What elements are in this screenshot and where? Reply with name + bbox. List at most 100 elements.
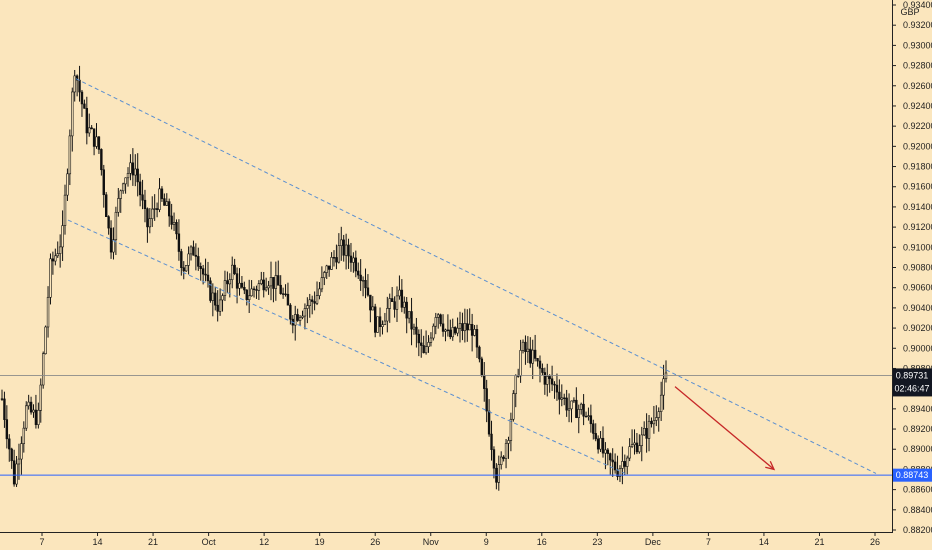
candle-up	[117, 198, 120, 213]
candle-down	[5, 419, 9, 440]
candle-up	[124, 177, 127, 185]
candle-up	[189, 246, 193, 255]
candle-down	[155, 208, 159, 210]
candle-down	[606, 449, 610, 454]
arrow-head	[765, 460, 776, 471]
candle-up	[437, 314, 440, 318]
candle-down	[277, 275, 280, 286]
candle-up	[526, 348, 530, 353]
descending-channel	[67, 78, 877, 474]
candle-up	[618, 468, 622, 477]
candle-up	[17, 458, 21, 465]
candle-down	[364, 280, 367, 289]
candle-down	[422, 345, 425, 354]
candle-up	[121, 183, 125, 192]
candle-up	[119, 190, 122, 199]
candle-up	[381, 324, 384, 328]
candle-down	[543, 372, 547, 385]
candle-up	[238, 282, 241, 289]
candle-up	[427, 342, 430, 347]
candle-down	[645, 428, 648, 439]
candle-down	[51, 258, 55, 262]
candle-down	[453, 327, 457, 334]
candle-down	[100, 149, 103, 171]
candle-down	[420, 342, 423, 346]
candle-down	[284, 293, 287, 296]
candle-up	[429, 337, 433, 343]
projection-arrow	[674, 386, 776, 471]
candle-up	[344, 244, 348, 256]
candle-up	[640, 434, 643, 446]
candle-up	[126, 173, 130, 179]
candle-down	[262, 279, 265, 291]
candle-up	[376, 316, 379, 333]
candle-up	[521, 341, 525, 351]
candle-down	[240, 282, 244, 288]
candle-down	[611, 459, 614, 463]
candle-up	[187, 253, 190, 266]
candle-up	[432, 325, 435, 339]
candle-down	[466, 323, 469, 331]
candle-down	[141, 194, 144, 201]
candle-up	[577, 409, 580, 418]
candle-down	[199, 266, 202, 269]
candle-down	[177, 233, 181, 252]
candle-down	[194, 254, 198, 257]
candle-down	[393, 301, 396, 310]
candle-up	[218, 299, 222, 312]
arrow-shaft	[674, 386, 775, 470]
candle-down	[558, 391, 561, 400]
candle-up	[407, 311, 411, 319]
candle-down	[136, 168, 139, 183]
candle-up	[662, 378, 665, 396]
currency-label: GBP	[900, 7, 919, 17]
candle-up	[604, 449, 607, 454]
time-axis[interactable]: 7 14 21 Oct 12 19 26 Nov 9 16 23 Dec 7 14 21 26	[39, 532, 880, 547]
candle-down	[596, 438, 600, 450]
candle-down	[107, 216, 110, 229]
candle-up	[509, 418, 513, 441]
candle-down	[85, 108, 89, 134]
candle-down	[533, 349, 537, 359]
candle-down	[439, 314, 442, 325]
candle-up	[468, 324, 471, 331]
candle-up	[456, 327, 459, 334]
candle-up	[151, 208, 154, 220]
candle-up	[638, 445, 641, 453]
candle-down	[296, 314, 299, 321]
x-tick-label: 23	[592, 537, 602, 547]
candle-down	[485, 388, 488, 412]
candle-up	[231, 264, 234, 280]
candle-up	[383, 320, 387, 325]
candle-up	[148, 218, 152, 228]
channel-lower-line	[67, 219, 626, 474]
x-tick-label: 7	[39, 537, 44, 547]
candle-up	[269, 277, 273, 287]
candle-down	[279, 284, 282, 294]
candle-down	[405, 301, 408, 319]
candle-up	[458, 323, 462, 329]
candle-down	[281, 293, 285, 295]
candle-down	[97, 136, 101, 150]
candle-down	[349, 255, 353, 263]
candle-up	[294, 314, 297, 326]
candle-down	[102, 169, 105, 196]
candle-down	[589, 415, 593, 425]
candle-up	[587, 415, 590, 417]
candle-down	[170, 215, 173, 225]
x-tick-label: 26	[370, 537, 380, 547]
candle-down	[502, 456, 505, 459]
candle-up	[267, 285, 270, 289]
candle-down	[216, 304, 219, 312]
candle-down	[563, 397, 566, 399]
candle-down	[109, 227, 113, 253]
candle-down	[541, 367, 544, 373]
candle-up	[44, 326, 47, 355]
candle-down	[369, 294, 372, 311]
